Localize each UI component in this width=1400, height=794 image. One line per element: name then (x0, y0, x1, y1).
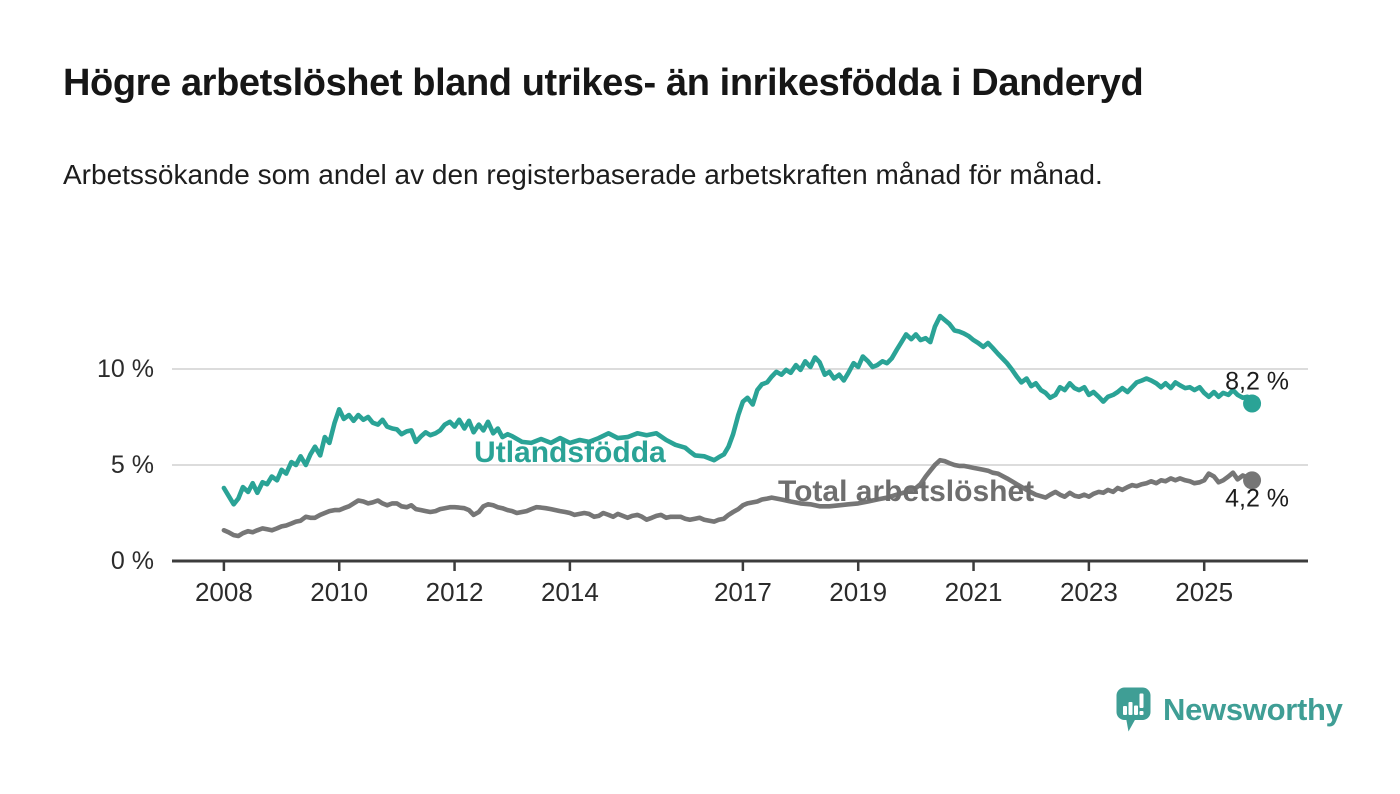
x-tick-label: 2010 (310, 577, 369, 607)
series-end-dot-1 (1243, 471, 1262, 490)
newsworthy-logo: Newsworthy (1115, 686, 1343, 733)
end-value-label-utlandsfodda: 8,2 % (1225, 367, 1290, 395)
series-label-total-arbetsloshet: Total arbetslöshet (777, 474, 1035, 508)
y-tick-label: 5 % (110, 450, 154, 479)
x-tick-label: 2021 (944, 577, 1003, 607)
series-end-dot-0 (1243, 394, 1262, 413)
series-line-0 (221, 313, 1255, 507)
x-tick-label: 2014 (540, 577, 599, 607)
newsworthy-logo-text: Newsworthy (1163, 691, 1343, 727)
x-tick-label: 2008 (194, 577, 253, 607)
y-tick-label: 0 % (110, 547, 154, 575)
series-line-1 (221, 457, 1255, 539)
x-tick-label: 2019 (829, 577, 888, 607)
end-value-label-total: 4,2 % (1225, 484, 1290, 513)
x-tick-label: 2025 (1175, 577, 1234, 607)
chart-subtitle: Arbetssökande som andel av den registerb… (63, 159, 1103, 190)
series-label-utlandsfodda: Utlandsfödda (474, 436, 666, 470)
x-tick-label: 2012 (425, 577, 484, 607)
y-tick-label: 10 % (97, 354, 154, 383)
page-title: Högre arbetslöshet bland utrikes- än inr… (63, 62, 1144, 104)
newsworthy-logo-icon (1116, 687, 1151, 732)
x-tick-label: 2023 (1059, 577, 1118, 607)
x-tick-label: 2017 (713, 577, 772, 607)
